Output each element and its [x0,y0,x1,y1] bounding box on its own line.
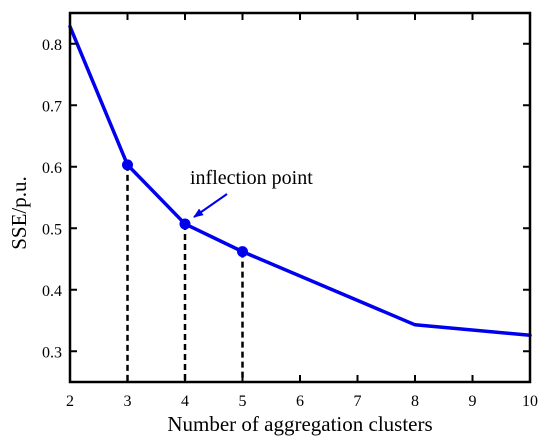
y-tick-label: 0.8 [42,37,62,54]
y-tick-label: 0.3 [42,344,62,361]
y-tick-label: 0.5 [42,221,62,238]
x-tick-label: 2 [66,393,74,410]
sse-series-line [68,24,532,338]
x-tick-label: 10 [522,393,538,410]
y-tick-label: 0.6 [42,160,62,177]
annotation-label: inflection point [190,167,313,189]
x-tick-label: 5 [239,393,247,410]
data-point-marker-2 [179,218,191,230]
axes: 2 3 4 5 6 7 8 9 10 0.3 0.4 0.5 0.6 0.7 0.8 [42,11,538,410]
y-tick-label: 0.7 [42,98,62,115]
y-axis-title: SSE/p.u. [7,176,31,250]
annotation-arrow [193,193,228,218]
x-tick-label: 8 [411,393,419,410]
y-tick-label: 0.4 [42,283,62,300]
data-point-marker-1 [122,159,133,171]
drop-lines [126,164,244,382]
x-tick-label: 9 [469,393,477,410]
x-axis-title: Number of aggregation clusters [167,412,432,436]
x-tick-label: 3 [124,393,132,410]
x-tick-label: 6 [296,393,304,410]
plot-frame [68,11,532,384]
highlighted-points [122,159,248,258]
x-tick-label: 4 [181,393,189,410]
x-tick-label: 7 [354,393,362,410]
data-point-marker-3 [237,246,248,258]
series [68,24,532,338]
annotation: inflection point [190,167,313,218]
